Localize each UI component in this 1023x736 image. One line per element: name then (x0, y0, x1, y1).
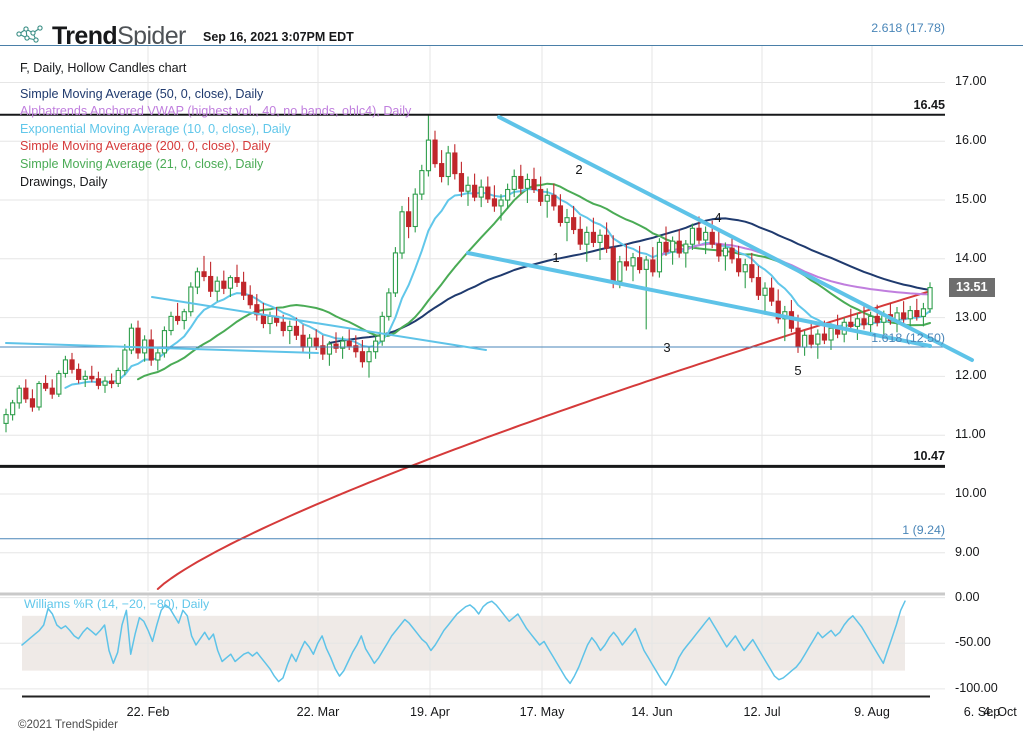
williams-tick--50.00: -50.00 (955, 635, 991, 650)
chart-legend: F, Daily, Hollow Candles chart Simple Mo… (20, 60, 411, 191)
trendspider-logo-icon (14, 23, 48, 45)
legend-chart-title: F, Daily, Hollow Candles chart (20, 61, 187, 75)
price-y-axis: 17.00 16.00 15.00 14.00 13.00 12.00 11.00 10.00… (945, 46, 1023, 591)
fib-level-label-4: 1 (9.24) (902, 522, 945, 537)
legend-item-drawings[interactable]: Drawings, Daily (20, 174, 108, 189)
timestamp: Sep 16, 2021 3:07PM EDT (203, 30, 354, 44)
price-tick-17.00: 17.00 (955, 74, 987, 89)
williams-r-y-axis: 0.00 -50.00 -100.00 (945, 589, 1023, 698)
date-tick-12--Jul: 12. Jul (743, 705, 781, 719)
date-tick-6--Sep: 6. Sep (963, 705, 1001, 719)
fib-level-label-0: 2.618 (17.78) (871, 20, 945, 35)
legend-item-ema10[interactable]: Exponential Moving Average (10, 0, close… (20, 121, 291, 136)
date-tick-22--Mar: 22. Mar (296, 705, 340, 719)
price-tick-12.00: 12.00 (955, 368, 987, 383)
date-tick-17--May: 17. May (519, 705, 565, 719)
elliott-wave-label-5: 5 (794, 363, 802, 378)
williams-tick--100.00: -100.00 (955, 680, 998, 695)
price-tick-15.00: 15.00 (955, 192, 987, 207)
williams-r-pane[interactable] (0, 592, 945, 698)
williams-r-label: Williams %R (14, −20, −80), Daily (24, 597, 210, 611)
price-level-label-1: 16.45 (913, 97, 945, 112)
legend-item-vwap[interactable]: Alphatrends Anchored VWAP (highest vol.,… (20, 104, 412, 119)
date-tick-9--Aug: 9. Aug (854, 705, 890, 719)
date-tick-14--Jun: 14. Jun (631, 705, 673, 719)
price-tick-9.00: 9.00 (955, 544, 980, 559)
price-tick-10.00: 10.00 (955, 485, 987, 500)
legend-item-sma21[interactable]: Simple Moving Average (21, 0, close), Da… (20, 156, 264, 171)
legend-item-sma200[interactable]: Simple Moving Average (200, 0, close), D… (20, 139, 271, 154)
app-header: TrendSpider Sep 16, 2021 3:07PM EDT (0, 0, 1023, 50)
elliott-wave-label-1: 1 (552, 250, 560, 265)
date-x-axis: 22. Feb 22. Mar 19. Apr 17. May 14. Jun 12. J… (0, 698, 1023, 722)
price-tick-16.00: 16.00 (955, 133, 987, 148)
date-tick-22--Feb: 22. Feb (126, 705, 170, 719)
price-tick-11.00: 11.00 (955, 427, 986, 442)
header-divider (0, 45, 1023, 46)
legend-item-sma50[interactable]: Simple Moving Average (50, 0, close), Da… (20, 86, 264, 101)
price-level-label-3: 10.47 (913, 449, 945, 464)
williams-tick-0.00: 0.00 (955, 589, 980, 604)
elliott-wave-label-2: 2 (575, 162, 583, 177)
elliott-wave-label-4: 4 (714, 210, 722, 225)
last-price-tag: 13.51 (949, 277, 995, 297)
fib-level-label-2: 1.618 (12.50) (871, 331, 945, 345)
date-tick-4--Oct: 4. Oct (983, 705, 1017, 719)
price-tick-14.00: 14.00 (955, 250, 987, 265)
copyright-notice: ©2021 TrendSpider (18, 719, 118, 731)
price-tick-13.00: 13.00 (955, 309, 987, 324)
date-tick-19--Apr: 19. Apr (410, 705, 450, 719)
price-chart-pane[interactable] (0, 46, 974, 591)
elliott-wave-label-3: 3 (663, 340, 671, 355)
